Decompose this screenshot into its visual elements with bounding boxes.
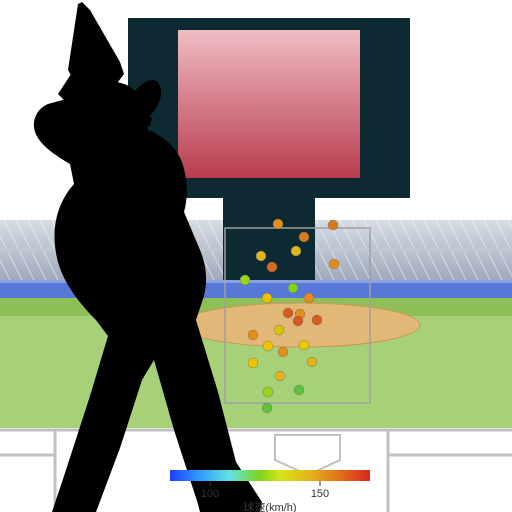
pitch-dot [299,340,309,350]
pitch-dot [274,325,284,335]
pitch-dot [294,385,304,395]
scoreboard-screen [178,30,360,178]
pitch-dot [248,358,258,368]
pitch-dot [278,347,288,357]
pitch-dot [273,219,283,229]
pitch-dot [304,293,314,303]
legend-tick: 150 [311,488,329,500]
pitch-dot [262,403,272,413]
pitch-dot [312,315,322,325]
pitch-dot [293,316,303,326]
pitch-dot [288,283,298,293]
pitch-dot [283,308,293,318]
pitch-dot [328,220,338,230]
pitch-scene: 100 150 球速(km/h) [0,0,512,512]
pitch-dot [329,259,339,269]
pitch-dot [307,357,317,367]
pitch-dot [267,262,277,272]
legend-tick: 100 [201,488,219,500]
velocity-colorbar [170,470,370,481]
pitch-dot [240,275,250,285]
pitch-dot [263,341,273,351]
pitch-dot [263,387,273,397]
pitch-dot [291,246,301,256]
legend-axis-label: 球速(km/h) [243,500,296,512]
pitch-dot [248,330,258,340]
pitch-dot [262,293,272,303]
pitch-dot [299,232,309,242]
pitch-dot [275,371,285,381]
pitch-dot [256,251,266,261]
